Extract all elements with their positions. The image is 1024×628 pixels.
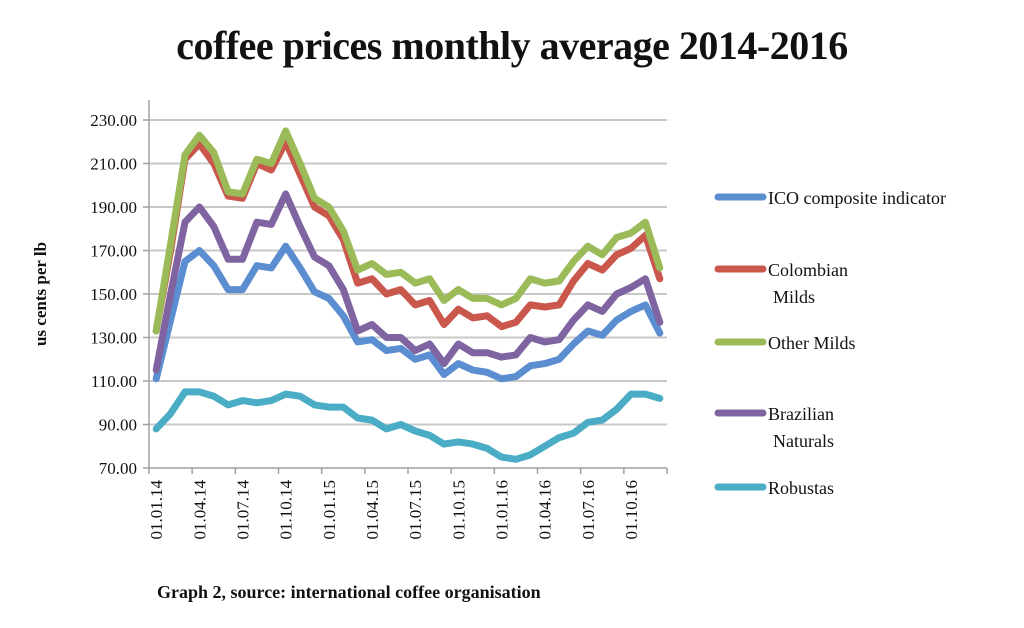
y-tick-label: 150.00 — [90, 285, 137, 304]
chart-caption: Graph 2, source: international coffee or… — [157, 582, 541, 602]
legend-label: Other Milds — [768, 333, 856, 353]
gridlines — [149, 119, 667, 426]
series-line-ico-composite-indicator — [152, 242, 664, 383]
series-line-other-milds — [152, 127, 664, 335]
legend-label: Brazilian — [768, 404, 834, 424]
y-axis-title: us cents per lb — [31, 242, 50, 346]
x-tick-label: 01.04.14 — [190, 480, 209, 540]
x-tick-label: 01.01.15 — [320, 480, 339, 540]
legend-item: ICO composite indicator — [714, 188, 946, 208]
legend-item: Other Milds — [714, 333, 856, 353]
y-tick-label: 170.00 — [90, 242, 137, 261]
x-tick-label: 01.07.15 — [406, 480, 425, 540]
x-tick-label: 01.01.14 — [147, 480, 166, 540]
legend-item: Colombian Milds — [714, 260, 848, 307]
y-tick-label: 190.00 — [90, 198, 137, 217]
legend-label: Milds — [773, 287, 815, 307]
x-tick-label: 01.10.14 — [277, 480, 296, 540]
legend-label: ICO composite indicator — [768, 188, 946, 208]
y-tick-label: 130.00 — [90, 329, 137, 348]
series-lines — [152, 127, 664, 463]
y-tick-label: 70.00 — [99, 459, 137, 478]
x-tick-label: 01.04.15 — [363, 480, 382, 540]
x-tick-label: 01.04.16 — [536, 480, 555, 540]
legend-item: Brazilian Naturals — [714, 404, 834, 451]
chart-title: coffee prices monthly average 2014-2016 — [176, 23, 848, 68]
x-tick-label: 01.10.16 — [622, 480, 641, 540]
legend-item: Robustas — [714, 478, 834, 498]
legend-label: Colombian — [768, 260, 848, 280]
legend: ICO composite indicator Colombian Milds Oth… — [714, 188, 946, 498]
series-line-brazilian-naturals — [152, 190, 664, 374]
x-tick-labels: 01.01.14 01.04.14 01.07.14 01.10.14 01.01.15… — [147, 480, 641, 540]
legend-label: Naturals — [773, 431, 834, 451]
x-tick-label: 01.07.14 — [234, 480, 253, 540]
y-tick-label: 110.00 — [91, 372, 137, 391]
y-tick-label: 230.00 — [90, 111, 137, 130]
legend-label: Robustas — [768, 478, 834, 498]
series-line-colombian-milds — [152, 138, 664, 335]
y-tick-label: 90.00 — [99, 416, 137, 435]
series-line-robustas — [152, 388, 664, 463]
x-tick-label: 01.01.16 — [493, 480, 512, 540]
x-tick-label: 01.10.15 — [449, 480, 468, 540]
x-tick-label: 01.07.16 — [579, 480, 598, 540]
y-tick-label: 210.00 — [90, 155, 137, 174]
axes — [143, 100, 668, 474]
y-tick-labels: 70.00 90.00 110.00 130.00 150.00 170.00 190.00… — [90, 111, 137, 478]
